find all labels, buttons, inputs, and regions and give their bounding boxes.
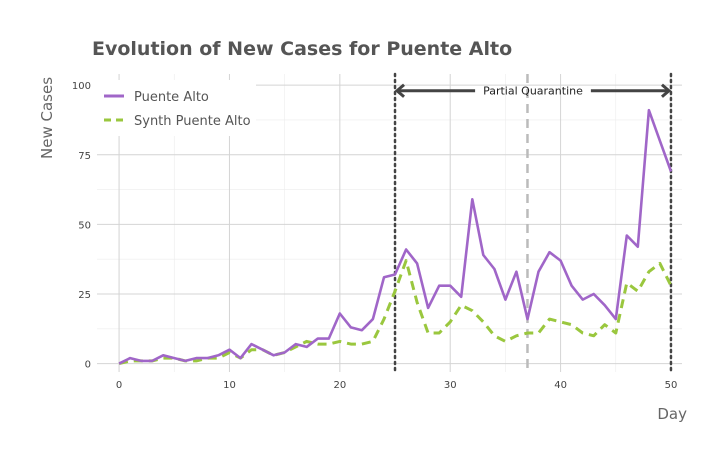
y-tick-label: 0 [85,360,91,371]
legend: Puente Alto Synth Puente Alto [96,80,256,136]
arrow-head-left [394,83,405,98]
x-tick-label: 20 [333,380,346,391]
y-tick-label: 75 [78,151,91,162]
y-axis-label: New Cases [38,77,56,159]
x-tick-label: 10 [223,380,236,391]
series-lines [118,108,673,366]
x-tick-label: 50 [665,380,678,391]
x-tick-label: 30 [444,380,457,391]
series-line-puente-alto [118,108,673,365]
legend-label-synth-puente-alto: Synth Puente Alto [134,114,251,129]
y-tick-labels: 0 25 50 75 100 [72,81,91,371]
x-tick-labels: 0 10 20 30 40 50 [116,380,677,391]
y-tick-label: 100 [72,81,91,92]
y-tick-label: 50 [78,220,91,231]
chart-title: Evolution of New Cases for Puente Alto [92,38,512,60]
annotation-label: Partial Quarantine [483,85,583,98]
x-axis-label: Day [657,405,687,423]
arrow-head-right [660,83,672,98]
legend-background [96,80,256,136]
annotations: Partial Quarantine [393,72,673,374]
legend-label-puente-alto: Puente Alto [134,90,209,105]
x-tick-label: 40 [554,380,567,391]
x-tick-label: 0 [116,380,122,391]
y-tick-label: 25 [78,290,91,301]
